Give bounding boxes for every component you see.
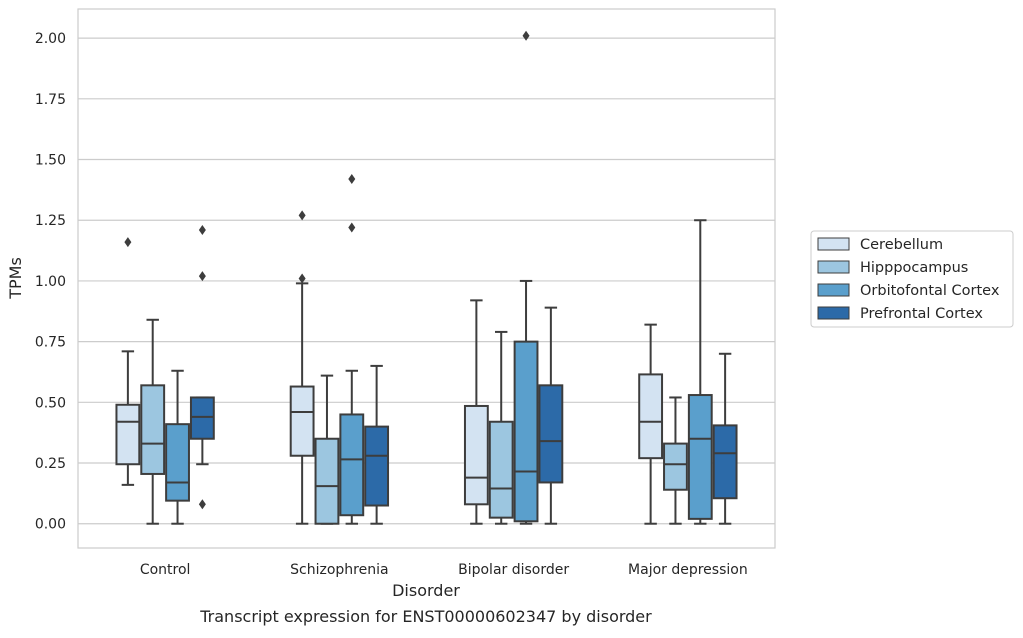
- outlier-point: [198, 499, 206, 510]
- outlier-point: [298, 273, 306, 284]
- legend-swatch: [817, 306, 850, 320]
- legend-swatch: [817, 237, 850, 251]
- x-tick-label: Bipolar disorder: [458, 562, 569, 578]
- figure-caption: Transcript expression for ENST0000060234…: [199, 607, 652, 626]
- box-group: [289, 210, 315, 525]
- legend-swatch: [817, 260, 850, 274]
- outlier-point: [198, 271, 206, 282]
- legend-frame: [810, 230, 1014, 328]
- x-tick-label: Major depression: [628, 562, 748, 578]
- box: [513, 340, 539, 523]
- legend-label: Hipppocampus: [860, 260, 968, 276]
- y-tick-label: 0.50: [35, 395, 66, 411]
- box: [538, 384, 564, 484]
- outlier-point: [348, 173, 356, 184]
- box: [663, 442, 688, 491]
- x-tick-label: Schizophrenia: [290, 562, 388, 578]
- y-tick-label: 1.25: [35, 213, 66, 229]
- legend-label: Cerebellum: [860, 237, 943, 253]
- box: [289, 385, 315, 457]
- y-tick-label: 2.00: [35, 31, 66, 47]
- box-group: [314, 374, 340, 525]
- box: [463, 404, 489, 506]
- box-group: [463, 299, 489, 525]
- y-tick-label: 1.50: [35, 153, 66, 169]
- outlier-point: [198, 224, 206, 235]
- outlier-point: [298, 210, 306, 221]
- box: [364, 425, 390, 507]
- legend-swatch: [817, 283, 850, 297]
- y-tick-label: 1.00: [35, 274, 66, 290]
- legend-label: Orbitofontal Cortex: [860, 283, 1000, 299]
- box-group: [663, 396, 688, 525]
- box-group: [115, 237, 141, 486]
- outlier-point: [124, 237, 132, 248]
- box-group: [488, 330, 514, 525]
- box-group: [364, 364, 390, 525]
- x-axis-title: Disorder: [392, 581, 460, 600]
- box-group: [538, 306, 564, 525]
- y-tick-labels: 0.00 0.25 0.50 0.75 1.00 1.25 1.50 1.75 2.00: [35, 31, 66, 533]
- box-group: [165, 369, 190, 525]
- legend-label: Prefrontal Cortex: [860, 306, 983, 322]
- box-group: [513, 30, 539, 525]
- box: [638, 373, 664, 460]
- box-group: [687, 219, 713, 525]
- box: [189, 396, 215, 440]
- x-tick-labels: Control Schizophrenia Bipolar disorder Majo…: [140, 562, 748, 578]
- box: [488, 420, 514, 519]
- plot-frame: [77, 8, 776, 549]
- box: [687, 394, 713, 520]
- box-group: [189, 224, 215, 510]
- outlier-point: [348, 222, 356, 233]
- box-group: [140, 318, 166, 525]
- outlier-point: [522, 30, 530, 41]
- y-axis-title: TPMs: [6, 257, 25, 300]
- y-tick-label: 0.00: [35, 517, 66, 533]
- box: [115, 403, 141, 466]
- box: [165, 423, 190, 502]
- box: [339, 413, 365, 517]
- box: [712, 424, 738, 500]
- y-tick-label: 0.75: [35, 335, 66, 351]
- y-tick-label: 1.75: [35, 92, 66, 108]
- box: [140, 384, 166, 475]
- box-group: [712, 352, 738, 525]
- box: [314, 437, 340, 525]
- y-tick-label: 0.25: [35, 456, 66, 472]
- box-group: [638, 323, 664, 525]
- box-group: [339, 173, 365, 525]
- legend: Cerebellum Hipppocampus Orbitofontal Corte…: [810, 230, 1014, 328]
- boxes-layer: [115, 30, 738, 525]
- x-tick-label: Control: [140, 562, 191, 578]
